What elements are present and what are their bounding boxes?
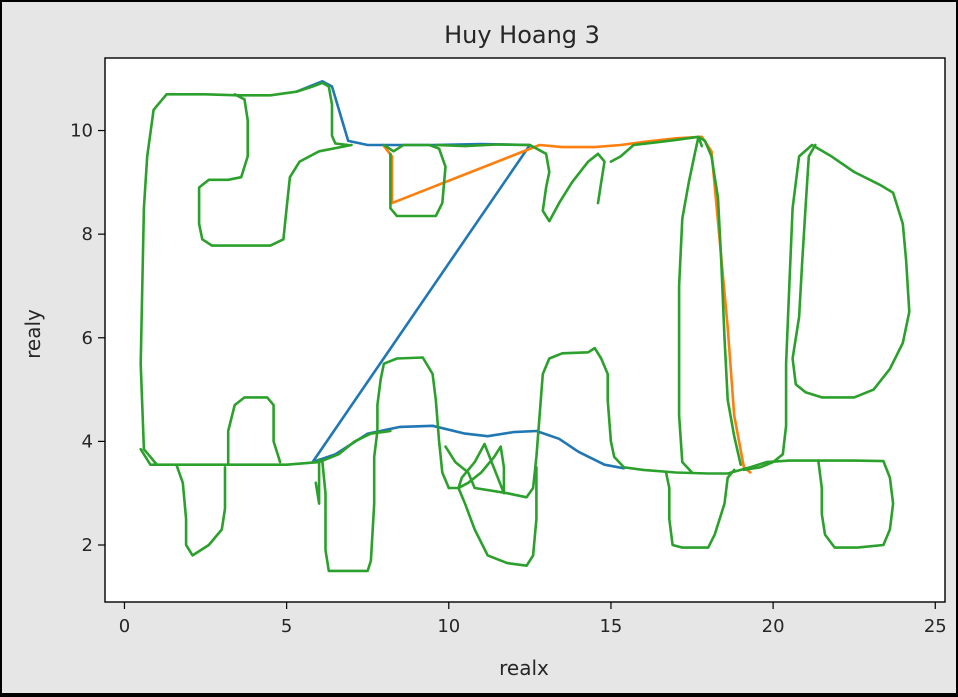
series-line-1 xyxy=(382,135,752,474)
y-tick-label: 4 xyxy=(82,431,93,452)
x-tick-label: 5 xyxy=(281,616,292,637)
series-line-14 xyxy=(664,468,736,549)
series-line-2 xyxy=(139,81,350,466)
x-tick-label: 15 xyxy=(599,616,622,637)
y-tick-label: 6 xyxy=(82,328,93,349)
series-line-6 xyxy=(226,396,282,466)
x-tick-label: 20 xyxy=(762,616,785,637)
series-line-4 xyxy=(197,93,353,247)
series-line-17 xyxy=(749,459,895,549)
y-tick-label: 8 xyxy=(82,224,93,245)
series-line-8 xyxy=(321,356,451,573)
chart-title: Huy Hoang 3 xyxy=(444,21,600,49)
x-tick-label: 25 xyxy=(924,616,947,637)
series-line-10 xyxy=(447,442,538,567)
series-line-5 xyxy=(139,429,392,466)
series-line-3 xyxy=(175,463,227,557)
y-axis: 2 4 6 8 10 xyxy=(70,121,105,556)
series-layer xyxy=(139,80,911,573)
series-line-9 xyxy=(444,346,752,499)
y-axis-label: realy xyxy=(21,309,45,359)
plot-area xyxy=(104,57,946,603)
x-axis-label: realx xyxy=(499,656,549,680)
series-line-12 xyxy=(434,143,606,223)
x-tick-label: 10 xyxy=(437,616,460,637)
series-line-13 xyxy=(609,135,742,466)
y-tick-label: 2 xyxy=(82,535,93,556)
series-line-11 xyxy=(382,143,447,218)
x-axis: 0 5 10 15 20 25 xyxy=(119,602,947,637)
series-line-15 xyxy=(677,135,704,474)
series-line-7 xyxy=(314,458,321,505)
x-tick-label: 0 xyxy=(119,616,130,637)
series-line-16 xyxy=(742,143,911,472)
y-tick-label: 10 xyxy=(70,121,93,142)
